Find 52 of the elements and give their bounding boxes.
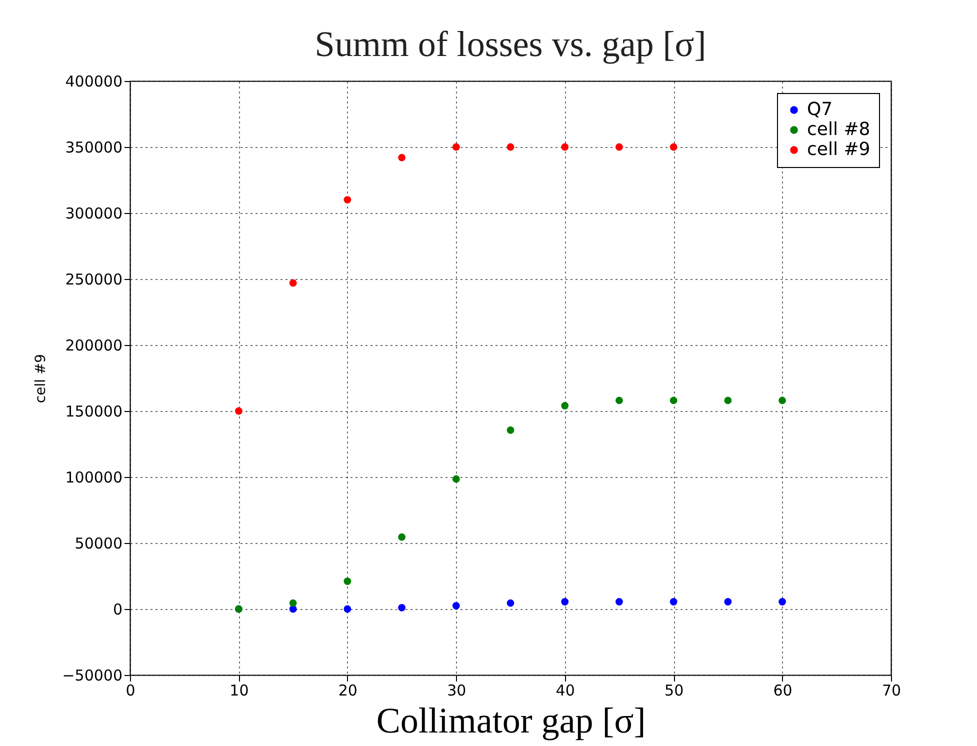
point — [506, 599, 514, 607]
chart-title: Summ of losses vs. gap [σ] — [314, 24, 706, 64]
point — [561, 598, 569, 606]
y-tick-label: 350000 — [65, 138, 122, 156]
y-tick-label: 250000 — [65, 270, 122, 288]
point — [452, 475, 460, 483]
x-tick-label: 30 — [447, 682, 466, 700]
legend-label: cell #9 — [807, 139, 870, 160]
point — [452, 602, 460, 610]
point — [616, 396, 623, 404]
point — [398, 533, 406, 541]
y-tick-label: 100000 — [65, 468, 122, 486]
point — [289, 599, 297, 607]
point — [724, 598, 732, 606]
point — [398, 604, 406, 612]
point — [235, 407, 242, 415]
point — [344, 605, 352, 613]
x-axis-title: Collimator gap [σ] — [376, 700, 646, 740]
x-tick-label: 50 — [664, 682, 684, 700]
point — [289, 279, 297, 287]
y-tick-label: 400000 — [65, 72, 122, 90]
x-tick-label: 40 — [556, 682, 575, 700]
y-tick-label: 150000 — [65, 402, 122, 420]
x-tick-label: 20 — [338, 682, 358, 700]
legend-label: cell #8 — [807, 119, 870, 140]
point — [724, 396, 732, 404]
point — [561, 402, 569, 410]
point — [670, 598, 678, 606]
point — [670, 396, 678, 404]
point — [561, 143, 569, 151]
point — [452, 143, 460, 151]
point — [778, 598, 786, 606]
point — [344, 578, 352, 585]
x-tick-label: 70 — [882, 682, 902, 700]
point — [616, 143, 623, 151]
point — [506, 143, 514, 151]
y-tick-label: 300000 — [65, 204, 122, 222]
point — [778, 396, 786, 404]
y-tick-label: −50000 — [62, 666, 122, 684]
x-tick-label: 60 — [773, 682, 792, 700]
x-tick-label: 0 — [126, 682, 136, 700]
y-tick-label: 50000 — [74, 534, 122, 552]
y-tick-label: 0 — [112, 600, 122, 618]
y-tick-label: 200000 — [65, 336, 122, 354]
legend-label: Q7 — [807, 99, 833, 120]
x-tick-label: 10 — [230, 682, 249, 700]
point — [344, 196, 352, 204]
y-axis-title: cell #9 — [33, 354, 50, 404]
point — [670, 143, 678, 151]
point — [616, 598, 623, 606]
point — [506, 426, 514, 434]
point — [398, 154, 406, 162]
